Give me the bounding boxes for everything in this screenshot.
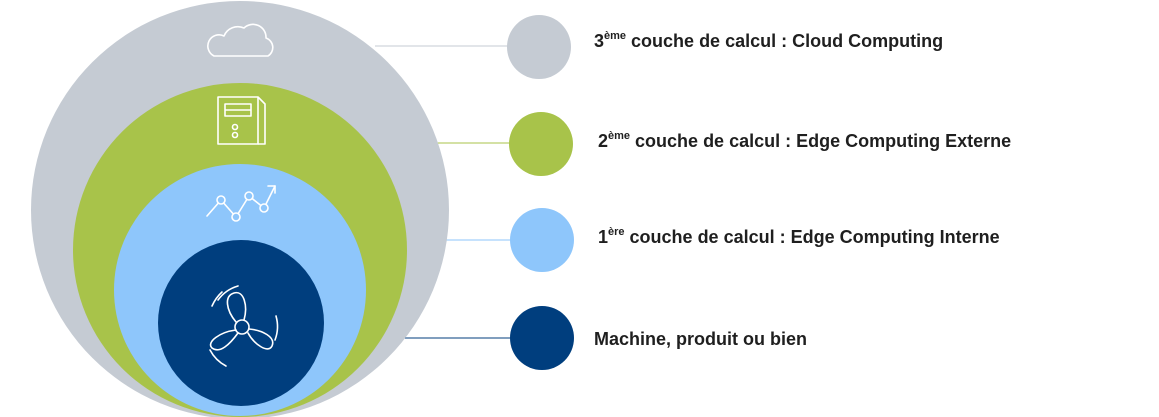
layer-label-machine: Machine, produit ou bien — [594, 329, 807, 350]
cloud-icon — [207, 23, 274, 57]
layer-label-number: 2 — [598, 131, 609, 151]
layer-label-text: couche de calcul : Edge Computing Intern… — [624, 227, 1000, 247]
layer-label-ordinal: ère — [608, 226, 625, 238]
layer-label-text: Machine, produit ou bien — [594, 329, 807, 349]
legend-dot-machine — [510, 306, 574, 370]
layer-label-edge-external: 2ème couche de calcul : Edge Computing E… — [598, 130, 1012, 152]
layer-label-ordinal: ème — [604, 30, 627, 42]
circle-machine — [158, 240, 324, 406]
layer-label-number: 1 — [598, 227, 609, 247]
fan-icon — [209, 285, 279, 367]
layer-label-cloud: 3ème couche de calcul : Cloud Computing — [594, 30, 944, 52]
trend-chart-icon — [206, 185, 276, 222]
server-icon — [217, 96, 266, 145]
layer-label-number: 3 — [594, 31, 605, 51]
layer-label-edge-internal: 1ère couche de calcul : Edge Computing I… — [598, 226, 1000, 248]
legend-dot-edge-external — [509, 112, 573, 176]
layer-label-text: couche de calcul : Edge Computing Extern… — [630, 131, 1012, 151]
legend-dot-cloud — [507, 15, 571, 79]
legend-dot-edge-internal — [510, 208, 574, 272]
layer-label-ordinal: ème — [608, 130, 631, 142]
layer-label-text: couche de calcul : Cloud Computing — [626, 31, 944, 51]
